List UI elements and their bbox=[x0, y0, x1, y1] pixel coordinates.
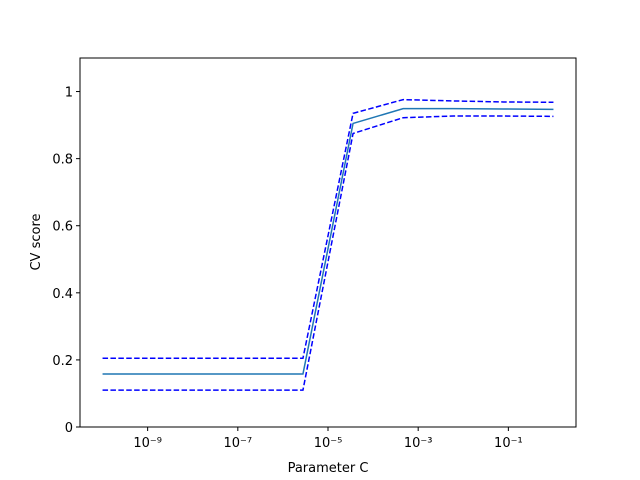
y-tick-label: 0.2 bbox=[52, 354, 73, 369]
y-axis-label: CV score bbox=[29, 213, 44, 270]
x-tick-label: 10⁻⁹ bbox=[133, 436, 162, 451]
axes-frame bbox=[79, 57, 577, 428]
y-tick-label: 0.4 bbox=[52, 287, 73, 302]
y-tick-label: 0 bbox=[65, 421, 73, 436]
y-tick-label: 0.6 bbox=[52, 220, 73, 235]
y-tick-label: 1 bbox=[65, 86, 73, 101]
data-line bbox=[102, 98, 554, 359]
x-axis-label: Parameter C bbox=[288, 461, 369, 476]
x-tick-label: 10⁻¹ bbox=[494, 436, 523, 451]
x-tick-label: 10⁻⁷ bbox=[224, 436, 253, 451]
y-tick-label: 0.8 bbox=[52, 153, 73, 168]
data-line bbox=[102, 107, 554, 375]
x-tick-label: 10⁻⁵ bbox=[314, 436, 343, 451]
data-line bbox=[102, 115, 554, 391]
x-tick-label: 10⁻³ bbox=[404, 436, 433, 451]
